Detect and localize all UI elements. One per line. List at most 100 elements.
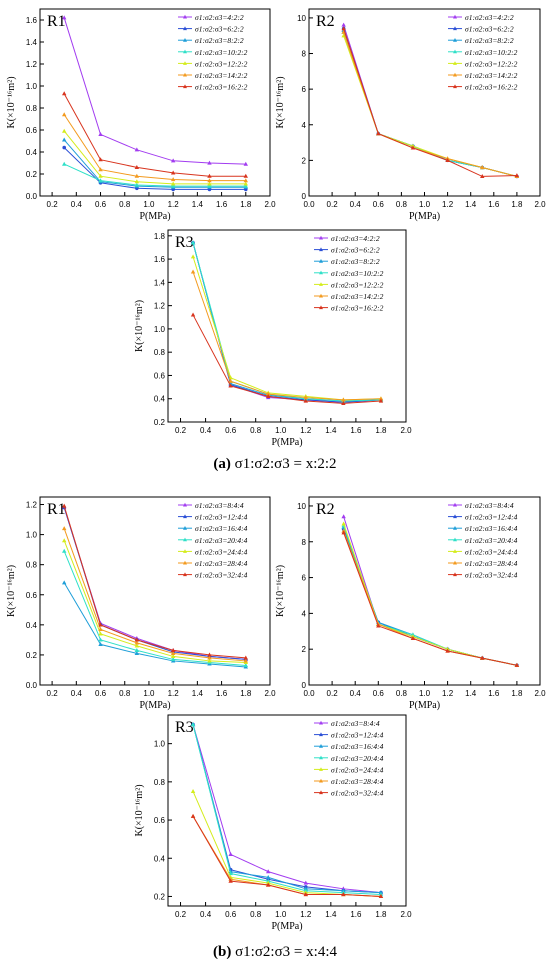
data-point (98, 637, 103, 642)
data-point (410, 145, 416, 150)
legend-marker (319, 259, 323, 263)
data-point (98, 173, 103, 178)
data-point (170, 177, 176, 182)
data-point (190, 269, 196, 274)
legend-marker (453, 26, 457, 31)
legend-label: σ1:σ2:σ3=32:4:4 (195, 571, 248, 580)
legend-label: σ1:σ2:σ3=28:4:4 (331, 777, 384, 786)
data-point (243, 178, 248, 183)
panel-a-r1: 0.2 0.4 0.6 0.8 1.0 1.2 1.4 1.6 1.8 2.0 0.0 0.2 0.4 0… (6, 8, 276, 222)
legend-label: σ1:σ2:σ3=16:2:2 (195, 83, 248, 92)
data-point (376, 131, 381, 136)
legend-marker (319, 767, 323, 771)
y-tick-label: 1.2 (26, 60, 38, 69)
legend-marker (319, 744, 323, 748)
y-tick-label: 0.4 (154, 854, 166, 863)
data-point (134, 643, 140, 648)
y-tick-label: 1.4 (26, 38, 38, 47)
x-tick-label: 1.2 (442, 200, 454, 209)
x-tick-label: 1.4 (465, 200, 477, 209)
series-line (63, 528, 246, 662)
x-tick-label: 1.2 (300, 910, 312, 919)
legend-marker (319, 305, 323, 310)
data-point (514, 662, 520, 667)
data-point (134, 182, 140, 187)
legend-label: σ1:σ2:σ3=24:4:4 (465, 547, 518, 556)
x-tick-label: 1.4 (325, 910, 337, 919)
series-line (63, 130, 246, 185)
panel-label: R1 (47, 13, 66, 30)
legend-label: σ1:σ2:σ3=6:2:2 (195, 25, 244, 34)
data-point (341, 397, 346, 402)
y-tick-label: 0.2 (154, 892, 166, 901)
data-point (341, 892, 346, 897)
data-point (514, 173, 520, 178)
data-point (190, 813, 196, 818)
series-line (192, 791, 381, 897)
legend-marker (453, 572, 457, 577)
x-tick-label: 0.4 (200, 426, 212, 435)
data-point (266, 874, 271, 879)
data-point (243, 181, 248, 186)
x-tick-label: 1.4 (325, 426, 337, 435)
y-axis-label: K(×10⁻¹⁶m²) (275, 76, 286, 128)
data-point (134, 179, 140, 184)
plot-frame (167, 229, 407, 423)
legend-marker (453, 38, 457, 42)
legend-marker (453, 526, 457, 530)
data-point (378, 396, 384, 401)
panel-label: R2 (316, 13, 335, 30)
data-point (303, 398, 308, 403)
data-point (207, 160, 212, 165)
x-tick-label: 1.0 (275, 910, 287, 919)
x-tick-label: 0.6 (95, 200, 107, 209)
data-point (243, 173, 248, 178)
legend-marker (183, 26, 187, 31)
data-point (243, 663, 248, 668)
data-point (303, 395, 308, 400)
x-tick-label: 1.0 (143, 200, 155, 209)
data-point (170, 181, 176, 186)
data-point (376, 623, 381, 628)
data-point (228, 852, 233, 857)
series-line (63, 114, 246, 182)
legend-marker (319, 235, 323, 240)
data-point (207, 173, 212, 178)
data-point (445, 648, 450, 653)
data-point (266, 394, 271, 398)
legend-label: σ1:σ2:σ3=20:4:4 (465, 536, 518, 545)
series-line (343, 28, 517, 177)
data-point (62, 161, 67, 166)
legend-marker (319, 293, 323, 298)
legend-label: σ1:σ2:σ3=14:2:2 (465, 71, 518, 80)
series-line (192, 815, 381, 897)
data-point (62, 538, 67, 543)
data-point (98, 622, 103, 627)
x-tick-label: 0.4 (200, 910, 212, 919)
data-point (207, 652, 212, 657)
legend-marker (453, 61, 457, 65)
legend-label: σ1:σ2:σ3=16:2:2 (465, 83, 518, 92)
legend-label: σ1:σ2:σ3=16:2:2 (331, 304, 384, 313)
data-point (62, 112, 67, 117)
panel-label: R3 (175, 719, 194, 736)
series-line (192, 256, 381, 401)
legend-label: σ1:σ2:σ3=8:4:4 (195, 501, 244, 510)
data-point (207, 658, 212, 663)
legend-label: σ1:σ2:σ3=24:4:4 (195, 547, 248, 556)
panel-label: R1 (47, 501, 66, 518)
legend-label: σ1:σ2:σ3=28:4:4 (465, 559, 518, 568)
legend-marker (319, 720, 323, 725)
caption-b-label: (b) (213, 944, 232, 960)
x-tick-label: 0.2 (327, 689, 339, 698)
data-point (341, 22, 346, 27)
plot-frame (167, 714, 407, 907)
data-point (266, 869, 271, 874)
legend-marker (183, 549, 187, 553)
data-point (228, 383, 233, 388)
data-point (228, 878, 233, 883)
panel-label: R2 (316, 501, 335, 518)
legend-marker (183, 49, 187, 54)
y-tick-label: 0.4 (154, 395, 166, 404)
legend-label: σ1:σ2:σ3=12:4:4 (465, 513, 518, 522)
